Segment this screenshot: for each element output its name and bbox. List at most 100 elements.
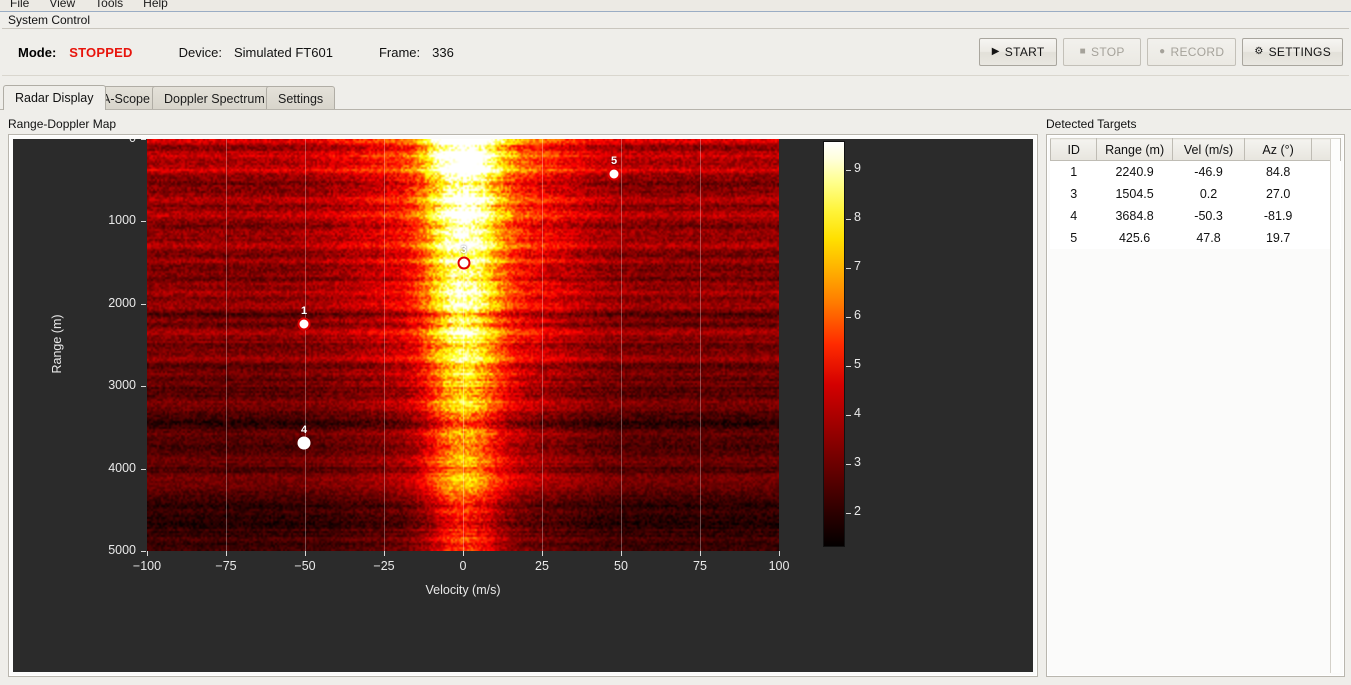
colorbar-tick-mark	[846, 512, 851, 514]
table-header-velms[interactable]: Vel (m/s)	[1171, 138, 1246, 161]
grid-line-vertical	[305, 139, 306, 551]
y-tick-mark	[141, 468, 146, 470]
table-header-id[interactable]: ID	[1049, 138, 1098, 161]
target-marker-label-5: 5	[610, 155, 618, 168]
x-tick-mark	[542, 551, 543, 556]
system-control-row: Mode: STOPPED Device: Simulated FT601 Fr…	[0, 28, 1351, 76]
colorbar-tick-mark	[846, 219, 851, 221]
menu-item-tools[interactable]: Tools	[95, 0, 124, 10]
x-axis-label: Velocity (m/s)	[425, 583, 501, 597]
record-dot-icon: ●	[1159, 46, 1166, 57]
x-tick-label: −100	[132, 559, 162, 573]
colorbar-tick-mark	[846, 268, 851, 270]
x-tick-label: 100	[768, 559, 790, 573]
frame-value: 336	[432, 44, 454, 60]
x-tick-label: −25	[373, 559, 395, 573]
stop-button-label: STOP	[1091, 45, 1125, 59]
x-tick-label: −50	[294, 559, 316, 573]
x-tick-label: 0	[459, 559, 467, 573]
y-tick-label: 5000	[108, 543, 136, 557]
x-tick-label: 75	[693, 559, 707, 573]
table-cell: 3	[1050, 183, 1097, 205]
x-tick-label: 25	[535, 559, 549, 573]
matplotlib-canvas[interactable]: Real-Time Radar Data 0100020003000400050…	[13, 139, 1033, 672]
table-header-az[interactable]: Az (°)	[1244, 138, 1312, 161]
table-cell: 1504.5	[1096, 183, 1173, 205]
table-cell: 425.6	[1096, 227, 1173, 249]
device-value: Simulated FT601	[233, 44, 333, 60]
x-tick-mark	[147, 551, 148, 556]
stop-button[interactable]: ■ STOP	[1063, 38, 1142, 66]
detected-targets-table[interactable]: ID Range (m) Vel (m/s) Az (°) 1 2240.9 -46.9 8…	[1049, 138, 1342, 249]
colorbar-tick-mark	[846, 366, 851, 367]
table-row[interactable]: 4 3684.8 -50.3 -81.9	[1050, 205, 1341, 227]
detected-targets-label: Detected Targets	[1046, 117, 1137, 131]
grid-line-vertical	[384, 139, 385, 551]
x-tick-mark	[305, 551, 306, 556]
target-marker-label-1: 1	[300, 304, 308, 317]
table-cell: 1	[1050, 160, 1097, 183]
target-marker-3[interactable]	[457, 256, 471, 270]
menu-item-file[interactable]: File	[10, 0, 30, 10]
colorbar	[823, 141, 845, 547]
y-tick-mark	[141, 139, 146, 140]
table-cell: -46.9	[1172, 160, 1245, 183]
table-body: 1 2240.9 -46.9 84.8 3 1504.5 0.2 27.0 4 3684.8 -50…	[1050, 160, 1341, 249]
x-tick-mark	[226, 551, 227, 556]
grid-line-vertical	[226, 139, 227, 551]
x-tick-mark	[384, 551, 385, 556]
scrollbar-track[interactable]	[1330, 139, 1340, 673]
y-tick-mark	[141, 551, 146, 552]
tab-settings[interactable]: Settings	[266, 86, 336, 110]
y-tick-mark	[141, 303, 146, 305]
system-control-group: System Control Mode: STOPPED Device: Sim…	[0, 13, 1351, 80]
grid-line-vertical	[621, 139, 622, 551]
stop-square-icon: ■	[1079, 46, 1087, 57]
table-cell: 2240.9	[1096, 160, 1173, 183]
table-header-rangem[interactable]: Range (m)	[1096, 138, 1173, 161]
transport-button-bar: ▶ START ■ STOP ● RECORD ⚙ SETTINGS	[979, 28, 1343, 76]
colorbar-tick-label: 5	[854, 357, 861, 371]
x-tick-label: −75	[215, 559, 237, 573]
grid-line-vertical	[463, 139, 464, 551]
table-cell: 19.7	[1244, 227, 1312, 249]
x-tick-mark	[463, 551, 464, 556]
colorbar-tick-label: 7	[854, 259, 861, 274]
y-tick-label: 4000	[108, 460, 136, 475]
record-button[interactable]: ● RECORD	[1147, 38, 1237, 66]
colorbar-tick-mark	[846, 317, 851, 319]
target-marker-5[interactable]	[607, 167, 621, 181]
table-row[interactable]: 1 2240.9 -46.9 84.8	[1050, 160, 1341, 183]
target-marker-label-3: 3	[460, 243, 467, 256]
table-cell: -81.9	[1244, 205, 1312, 227]
table-cell: 5	[1050, 227, 1097, 249]
target-marker-1[interactable]	[297, 317, 311, 331]
y-tick-mark	[141, 221, 146, 223]
table-row[interactable]: 5 425.6 47.8 19.7	[1050, 227, 1341, 249]
tab-doppler-spectrum[interactable]: Doppler Spectrum	[152, 86, 277, 110]
colorbar-tick-mark	[846, 414, 851, 416]
table-cell: 84.8	[1244, 160, 1312, 183]
menu-bar: File View Tools Help	[0, 0, 1351, 12]
x-tick-label: 50	[614, 559, 628, 573]
menu-item-help[interactable]: Help	[143, 0, 168, 10]
detected-targets-panel: ID Range (m) Vel (m/s) Az (°) 1 2240.9 -46.9 8…	[1046, 134, 1345, 677]
table-cell: -50.3	[1172, 205, 1245, 227]
tab-radar-display[interactable]: Radar Display	[3, 85, 106, 110]
device-label: Device:	[178, 44, 222, 60]
start-button[interactable]: ▶ START	[979, 38, 1058, 66]
grid-line-vertical	[542, 139, 543, 551]
heatmap-axes[interactable]	[147, 139, 779, 551]
colorbar-tick-label: 9	[854, 161, 861, 176]
settings-button-label: SETTINGS	[1268, 45, 1331, 59]
mode-value: STOPPED	[69, 44, 133, 60]
settings-button[interactable]: ⚙ SETTINGS	[1242, 38, 1343, 66]
colorbar-tick-label: 2	[854, 503, 861, 518]
table-row[interactable]: 3 1504.5 0.2 27.0	[1050, 183, 1341, 205]
record-button-label: RECORD	[1170, 45, 1225, 59]
table-scrollbar[interactable]	[1330, 139, 1340, 673]
x-tick-mark	[621, 551, 622, 556]
menu-item-view[interactable]: View	[49, 0, 76, 10]
target-marker-4[interactable]	[297, 436, 311, 450]
target-marker-label-4: 4	[300, 423, 308, 436]
